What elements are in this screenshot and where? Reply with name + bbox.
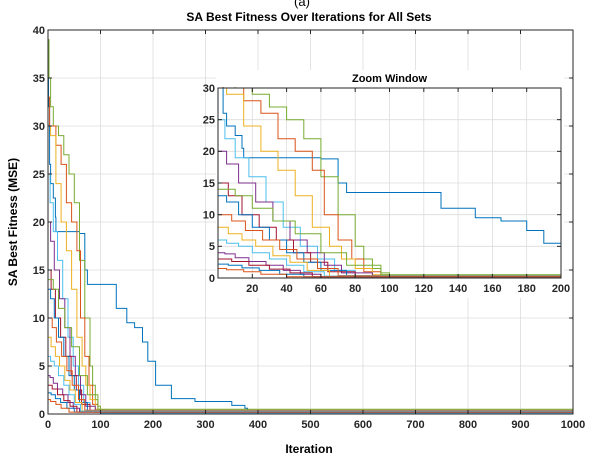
inset-series-line-11 — [218, 239, 561, 278]
main-x-tick-label-5: 500 — [301, 419, 319, 431]
main-y-tick-label-0: 0 — [39, 409, 45, 421]
inset-x-tick-label-3: 80 — [349, 283, 361, 295]
inset-x-tick-label-7: 160 — [483, 283, 501, 295]
inset-series-group — [218, 87, 561, 278]
inset-x-tick-label-5: 120 — [415, 283, 433, 295]
inset-series-line-1 — [234, 87, 561, 278]
inset-x-tick-label-6: 140 — [449, 283, 467, 295]
inset-series-line-0 — [222, 87, 561, 259]
main-y-tick-label-7: 35 — [33, 73, 45, 85]
inset-y-tick-label-0: 0 — [209, 273, 215, 285]
main-series-line-9 — [48, 279, 573, 414]
inset-x-tick-label-9: 200 — [552, 283, 570, 295]
inset-y-tick-label-4: 20 — [203, 146, 215, 158]
main-x-tick-label-10: 1000 — [561, 419, 585, 431]
main-y-tick-label-1: 5 — [39, 361, 45, 373]
main-x-tick-label-4: 400 — [249, 419, 267, 431]
inset-series-line-15 — [218, 268, 561, 278]
main-y-tick-label-2: 10 — [33, 313, 45, 325]
main-x-tick-label-7: 700 — [406, 419, 424, 431]
zoom-inset-plot: 20 40 60 80 100 120 140 160 180 200 0 5 10 15 20 25 30 Zo… — [203, 70, 570, 298]
inset-y-tick-label-6: 30 — [203, 83, 215, 95]
main-x-tick-label-8: 800 — [459, 419, 477, 431]
inset-series-line-8 — [218, 214, 561, 278]
main-series-line-11 — [48, 355, 573, 414]
inset-x-tick-label-2: 60 — [315, 283, 327, 295]
main-x-tick-label-9: 900 — [511, 419, 529, 431]
inset-y-tick-label-1: 5 — [209, 241, 215, 253]
main-y-tick-label-8: 40 — [33, 25, 45, 37]
main-series-line-8 — [48, 317, 573, 414]
inset-y-tick-label-3: 15 — [203, 178, 215, 190]
inset-x-tick-label-1: 40 — [280, 283, 292, 295]
inset-x-tick-label-0: 20 — [246, 283, 258, 295]
main-series-line-10 — [48, 336, 573, 414]
inset-title: Zoom Window — [352, 73, 427, 85]
inset-series-line-9 — [218, 188, 561, 278]
inset-series-line-10 — [218, 226, 561, 278]
main-x-tick-label-6: 600 — [354, 419, 372, 431]
main-series-line-15 — [48, 399, 573, 414]
main-series-line-7 — [48, 288, 573, 414]
chart-title: SA Best Fitness Over Iterations for All … — [186, 10, 432, 24]
inset-x-tick-label-8: 180 — [518, 283, 536, 295]
main-y-tick-label-5: 25 — [33, 169, 45, 181]
panel-label: (a) — [294, 0, 310, 9]
main-y-tick-label-6: 30 — [33, 121, 45, 133]
main-y-tick-label-4: 20 — [33, 217, 45, 229]
inset-y-tick-label-5: 25 — [203, 115, 215, 127]
main-x-tick-label-0: 0 — [45, 419, 51, 431]
main-series-group — [48, 39, 573, 415]
main-x-tick-label-3: 300 — [196, 419, 214, 431]
inset-x-tick-label-4: 100 — [380, 283, 398, 295]
main-y-tick-label-3: 15 — [33, 265, 45, 277]
inset-series-line-7 — [218, 195, 561, 278]
main-x-tick-label-2: 200 — [144, 419, 162, 431]
main-x-tick-label-1: 100 — [91, 419, 109, 431]
y-axis-label: SA Best Fitness (MSE) — [6, 158, 20, 286]
x-axis-label: Iteration — [285, 442, 332, 456]
inset-y-tick-label-2: 10 — [203, 210, 215, 222]
